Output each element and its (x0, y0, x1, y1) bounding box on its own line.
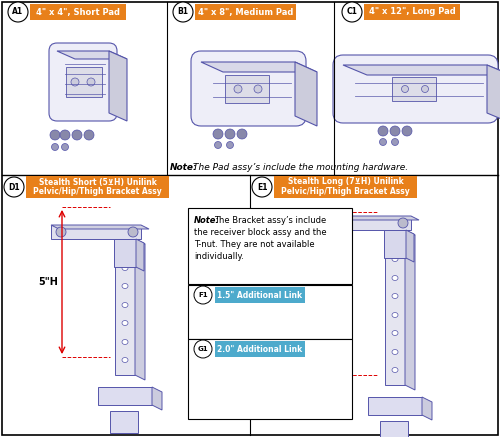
Text: individually.: individually. (194, 252, 244, 261)
Polygon shape (57, 51, 127, 59)
Circle shape (72, 130, 82, 140)
Circle shape (390, 126, 400, 136)
Circle shape (52, 143, 59, 150)
Polygon shape (380, 421, 408, 437)
Polygon shape (110, 411, 138, 433)
Ellipse shape (392, 237, 398, 243)
Circle shape (60, 130, 70, 140)
Circle shape (128, 227, 138, 237)
Text: 1.5" Additional Link: 1.5" Additional Link (218, 291, 302, 299)
Circle shape (244, 385, 250, 391)
Ellipse shape (392, 294, 398, 298)
Polygon shape (487, 65, 500, 123)
Polygon shape (213, 368, 267, 373)
Circle shape (402, 126, 412, 136)
Circle shape (242, 315, 248, 321)
Ellipse shape (392, 330, 398, 336)
Text: •: • (249, 168, 251, 169)
Polygon shape (295, 62, 317, 126)
Ellipse shape (122, 246, 128, 252)
Ellipse shape (122, 266, 128, 271)
FancyBboxPatch shape (274, 176, 417, 198)
Text: D1: D1 (8, 183, 20, 191)
Text: The Bracket assy’s include: The Bracket assy’s include (214, 216, 326, 225)
Polygon shape (321, 216, 419, 220)
Polygon shape (115, 239, 135, 375)
FancyBboxPatch shape (191, 51, 306, 126)
Circle shape (4, 177, 24, 197)
Polygon shape (405, 230, 415, 390)
Circle shape (402, 86, 408, 93)
Circle shape (380, 139, 386, 146)
Polygon shape (321, 216, 411, 230)
Text: 4" x 12", Long Pad: 4" x 12", Long Pad (368, 7, 456, 17)
FancyBboxPatch shape (188, 208, 352, 284)
Circle shape (237, 129, 247, 139)
Ellipse shape (122, 284, 128, 288)
FancyBboxPatch shape (26, 176, 169, 198)
Ellipse shape (392, 312, 398, 318)
Circle shape (213, 129, 223, 139)
Ellipse shape (392, 257, 398, 261)
FancyBboxPatch shape (188, 285, 352, 339)
Ellipse shape (219, 305, 237, 319)
Text: 4" x 4", Short Pad: 4" x 4", Short Pad (36, 7, 120, 17)
Circle shape (50, 130, 60, 140)
Polygon shape (343, 65, 500, 75)
Circle shape (194, 340, 212, 358)
Circle shape (342, 2, 362, 22)
Text: G1: G1 (198, 346, 208, 352)
FancyBboxPatch shape (188, 339, 352, 419)
Ellipse shape (223, 378, 231, 385)
Ellipse shape (122, 340, 128, 344)
Polygon shape (406, 230, 414, 262)
Circle shape (254, 85, 262, 93)
Circle shape (214, 142, 222, 149)
Polygon shape (109, 51, 127, 121)
Circle shape (398, 218, 408, 228)
Polygon shape (51, 225, 149, 229)
Polygon shape (368, 397, 422, 415)
Circle shape (56, 227, 66, 237)
Circle shape (84, 130, 94, 140)
Polygon shape (422, 397, 432, 420)
FancyBboxPatch shape (364, 4, 460, 20)
Circle shape (234, 85, 242, 93)
Polygon shape (217, 301, 262, 305)
FancyBboxPatch shape (215, 287, 305, 303)
Ellipse shape (122, 357, 128, 363)
Polygon shape (385, 230, 405, 385)
Text: 5"H: 5"H (38, 277, 58, 287)
Ellipse shape (392, 275, 398, 281)
Polygon shape (201, 62, 317, 72)
Polygon shape (114, 239, 136, 267)
Polygon shape (385, 230, 415, 235)
Polygon shape (152, 387, 162, 410)
Ellipse shape (224, 309, 232, 315)
FancyBboxPatch shape (225, 75, 269, 103)
Text: Stealth Short (5⊻H) Unilink: Stealth Short (5⊻H) Unilink (38, 177, 156, 187)
Circle shape (378, 126, 388, 136)
Text: 2.0" Additional Link: 2.0" Additional Link (218, 344, 302, 354)
Ellipse shape (122, 302, 128, 308)
FancyBboxPatch shape (195, 4, 296, 20)
Circle shape (8, 2, 28, 22)
Polygon shape (115, 239, 145, 244)
Circle shape (194, 286, 212, 304)
Text: Pelvic/Hip/Thigh Bracket Assy: Pelvic/Hip/Thigh Bracket Assy (33, 187, 162, 197)
Circle shape (252, 177, 272, 197)
Text: 4" x 8", Medium Pad: 4" x 8", Medium Pad (198, 7, 293, 17)
Circle shape (87, 78, 95, 86)
FancyBboxPatch shape (333, 55, 498, 123)
Ellipse shape (392, 368, 398, 372)
Polygon shape (135, 239, 145, 380)
Circle shape (62, 143, 68, 150)
Text: the receiver block assy and the: the receiver block assy and the (194, 228, 326, 237)
Circle shape (71, 78, 79, 86)
Text: E1: E1 (257, 183, 267, 191)
Text: F1: F1 (198, 292, 208, 298)
Text: A1: A1 (12, 7, 24, 17)
Polygon shape (213, 368, 267, 397)
Ellipse shape (392, 350, 398, 354)
